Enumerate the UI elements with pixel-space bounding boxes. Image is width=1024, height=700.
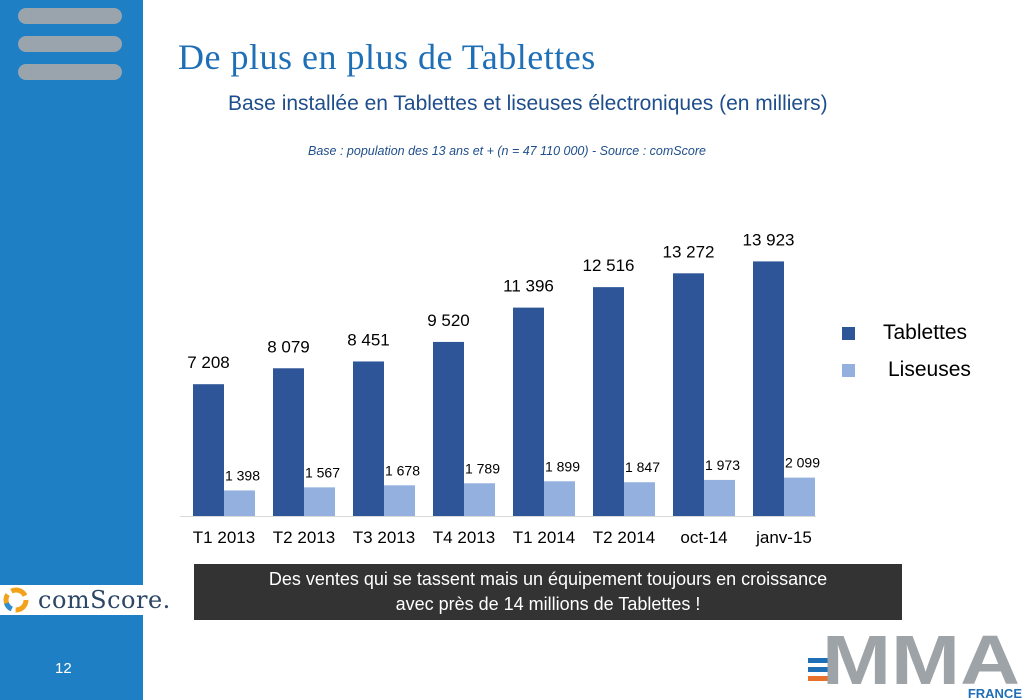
x-tick-label-5: T1 2014 — [513, 528, 575, 547]
legend-swatch-liseuses — [842, 364, 855, 377]
bar-tablettes-8 — [753, 261, 784, 516]
x-tick-label-6: T2 2014 — [593, 528, 655, 547]
menu-bar-1 — [18, 8, 122, 24]
bar-liseuses-6 — [624, 482, 655, 516]
data-label-liseuses-4: 1 789 — [465, 460, 500, 476]
data-label-tablettes-1: 7 208 — [187, 353, 230, 372]
mma-france-label: FRANCE — [968, 686, 1022, 700]
comscore-mark-icon — [3, 587, 29, 613]
bar-tablettes-4 — [433, 341, 464, 516]
bar-tablettes-6 — [593, 287, 624, 516]
legend-label-tablettes: Tablettes — [883, 321, 967, 344]
x-tick-label-3: T3 2013 — [353, 528, 415, 547]
chart-subtitle: Base installée en Tablettes et liseuses … — [228, 92, 828, 115]
data-label-tablettes-3: 8 451 — [347, 330, 390, 349]
callout-box: Des ventes qui se tassent mais un équipe… — [194, 564, 902, 620]
bar-tablettes-5 — [513, 307, 544, 516]
bar-tablettes-2 — [273, 368, 304, 516]
legend-swatch-tablettes — [842, 327, 855, 340]
callout-line-2: avec près de 14 millions de Tablettes ! — [395, 594, 701, 614]
bar-liseuses-4 — [464, 483, 495, 516]
comscore-logo: comScore. — [0, 585, 180, 615]
bar-liseuses-8 — [784, 477, 815, 516]
x-tick-label-1: T1 2013 — [193, 528, 255, 547]
data-label-liseuses-3: 1 678 — [385, 462, 420, 478]
mma-wordmark: MMA — [822, 622, 1020, 699]
bar-chart: 7 208 1 398 T1 2013 8 079 1 567 T2 2013 8 451 1… — [180, 230, 971, 547]
bar-liseuses-1 — [224, 490, 255, 516]
mma-stripe-orange — [808, 676, 834, 681]
data-label-liseuses-7: 1 973 — [705, 457, 740, 473]
mma-stripe-blue-1 — [808, 658, 834, 663]
bar-tablettes-3 — [353, 361, 384, 516]
bar-liseuses-7 — [704, 479, 735, 516]
data-label-liseuses-5: 1 899 — [545, 458, 580, 474]
bar-tablettes-1 — [193, 384, 224, 516]
page-number: 12 — [55, 660, 72, 677]
data-label-liseuses-6: 1 847 — [625, 459, 660, 475]
data-label-liseuses-8: 2 099 — [785, 455, 820, 471]
bar-liseuses-3 — [384, 485, 415, 516]
callout-line-1: Des ventes qui se tassent mais un équipe… — [268, 569, 828, 589]
x-tick-label-7: oct-14 — [680, 528, 727, 547]
sidebar: 12 — [0, 0, 143, 700]
x-tick-label-4: T4 2013 — [433, 528, 495, 547]
x-tick-label-2: T2 2013 — [273, 528, 335, 547]
data-label-tablettes-8: 13 923 — [743, 230, 795, 249]
mma-france-logo: MMA FRANCE — [808, 622, 1022, 700]
data-label-tablettes-2: 8 079 — [267, 337, 310, 356]
menu-bar-2 — [18, 36, 122, 52]
data-label-liseuses-2: 1 567 — [305, 464, 340, 480]
base-note: Base : population des 13 ans et + (n = 4… — [308, 144, 706, 158]
data-label-tablettes-6: 12 516 — [583, 256, 635, 275]
menu-bar-3 — [18, 64, 122, 80]
legend-label-liseuses: Liseuses — [888, 358, 971, 381]
mma-stripe-blue-2 — [808, 667, 834, 672]
bar-tablettes-7 — [673, 273, 704, 516]
bar-liseuses-2 — [304, 487, 335, 516]
x-tick-label-8: janv-15 — [755, 528, 812, 547]
data-label-liseuses-1: 1 398 — [225, 467, 260, 483]
data-label-tablettes-5: 11 396 — [503, 277, 554, 296]
slide-title: De plus en plus de Tablettes — [178, 37, 596, 77]
data-label-tablettes-7: 13 272 — [663, 242, 715, 261]
comscore-wordmark: comScore. — [38, 586, 171, 614]
data-label-tablettes-4: 9 520 — [427, 311, 470, 330]
bar-liseuses-5 — [544, 481, 575, 516]
